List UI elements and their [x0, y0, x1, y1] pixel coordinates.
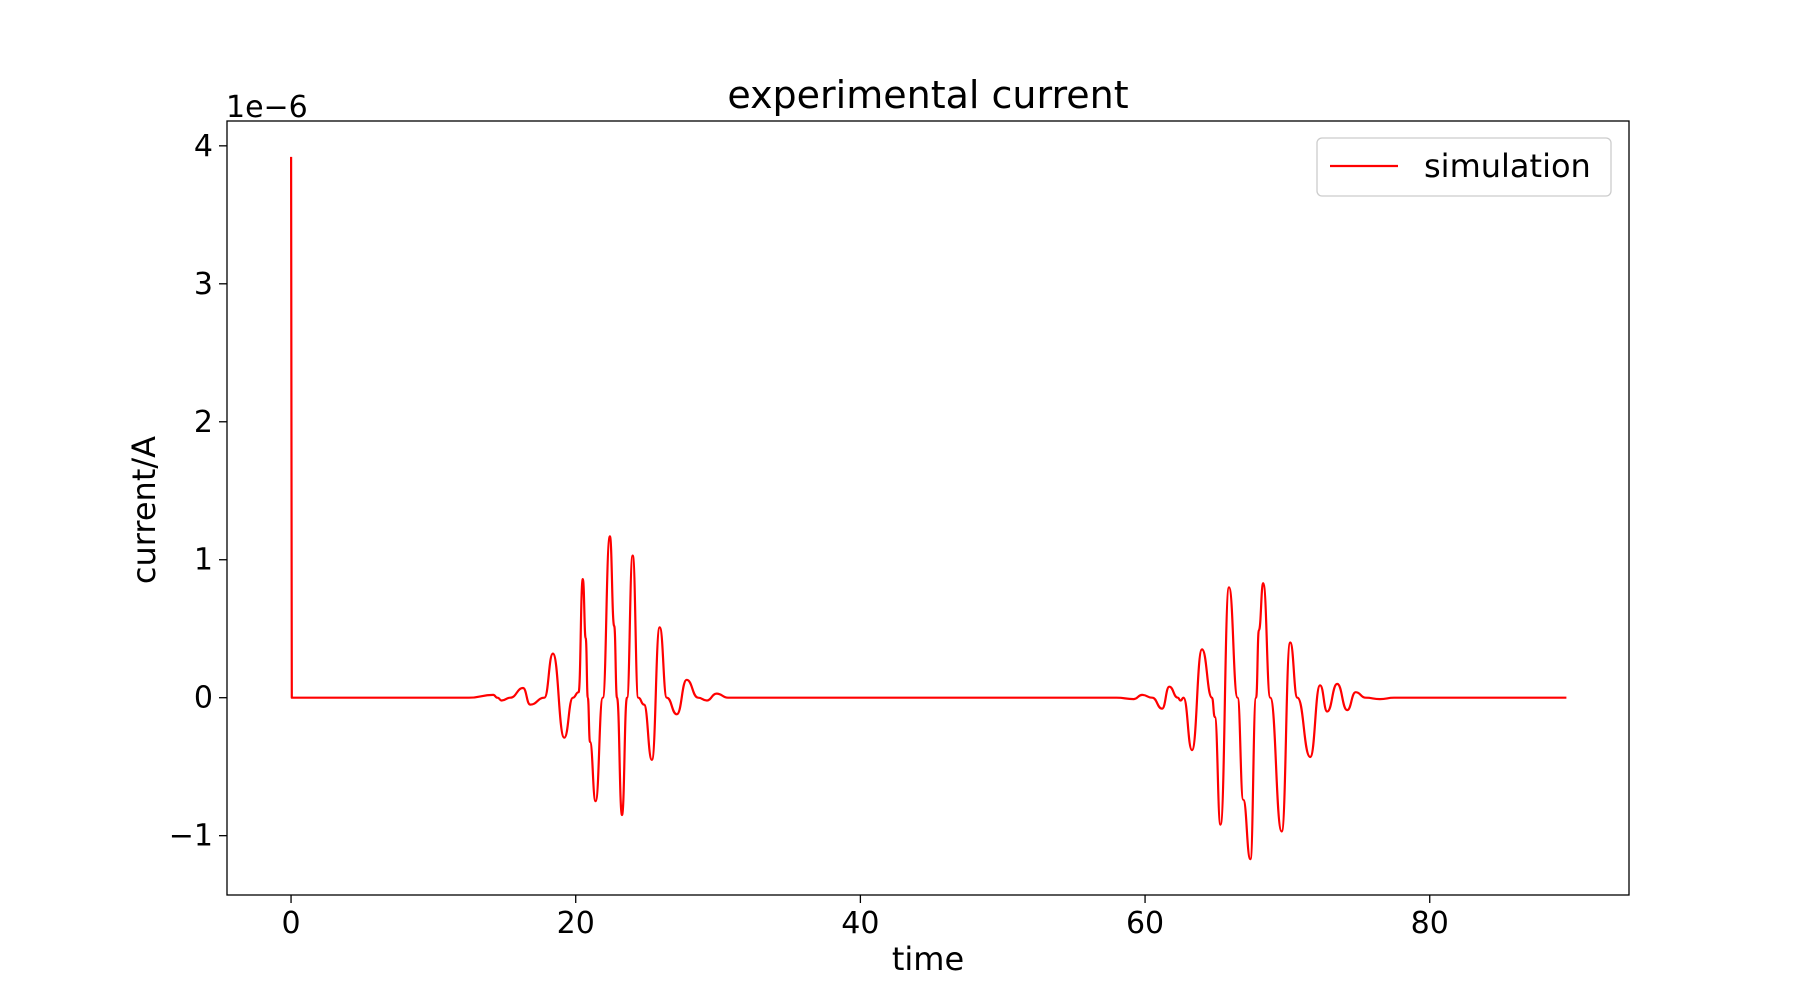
legend-label-simulation: simulation: [1424, 147, 1591, 185]
series-line-simulation: [290, 156, 1567, 861]
y-tick-label: 0: [194, 681, 213, 716]
x-tick-label: 0: [282, 906, 301, 941]
plot-area: [290, 156, 1567, 861]
chart-title: experimental current: [727, 73, 1128, 117]
y-tick-label: −1: [169, 819, 213, 854]
legend-box: [1316, 137, 1612, 197]
y-axis-label: current/A: [125, 436, 163, 584]
ticks: 0 20 40 60 80 −1 0 1 2 3 4: [169, 129, 1449, 941]
y-tick-label: 4: [194, 129, 213, 164]
x-axis-label: time: [892, 940, 964, 978]
y-tick-label: 1: [194, 543, 213, 578]
y-tick-label: 3: [194, 267, 213, 302]
x-tick-label: 20: [557, 906, 595, 941]
y-tick-label: 2: [194, 405, 213, 440]
x-tick-label: 60: [1126, 906, 1164, 941]
plot-frame: [226, 120, 1630, 896]
x-tick-label: 80: [1411, 906, 1449, 941]
y-offset-label: 1e−6: [226, 90, 308, 125]
x-tick-label: 40: [841, 906, 879, 941]
legend: simulation: [1316, 137, 1612, 197]
